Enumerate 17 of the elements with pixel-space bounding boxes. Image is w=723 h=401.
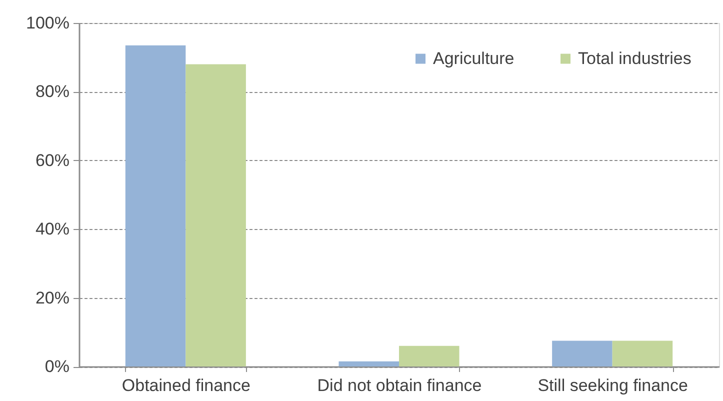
y-tick-label: 60% xyxy=(35,150,70,170)
bar xyxy=(399,346,460,366)
x-tick-label: Obtained finance xyxy=(122,376,250,395)
y-tick-label: 20% xyxy=(35,288,70,308)
bar xyxy=(552,340,612,366)
bar xyxy=(125,45,186,366)
y-tick-label: 40% xyxy=(35,220,70,239)
legend-label: Agriculture xyxy=(433,48,514,68)
x-tick-label: Did not obtain finance xyxy=(317,376,482,395)
x-tick-label: Still seeking finance xyxy=(538,376,688,395)
y-tick-label: 0% xyxy=(44,357,70,376)
bar xyxy=(338,361,399,366)
legend-label: Total industries xyxy=(578,48,692,68)
y-tick-label: 100% xyxy=(26,14,70,32)
bar xyxy=(612,340,673,366)
y-tick-label: 80% xyxy=(35,82,70,102)
bar xyxy=(186,64,246,366)
